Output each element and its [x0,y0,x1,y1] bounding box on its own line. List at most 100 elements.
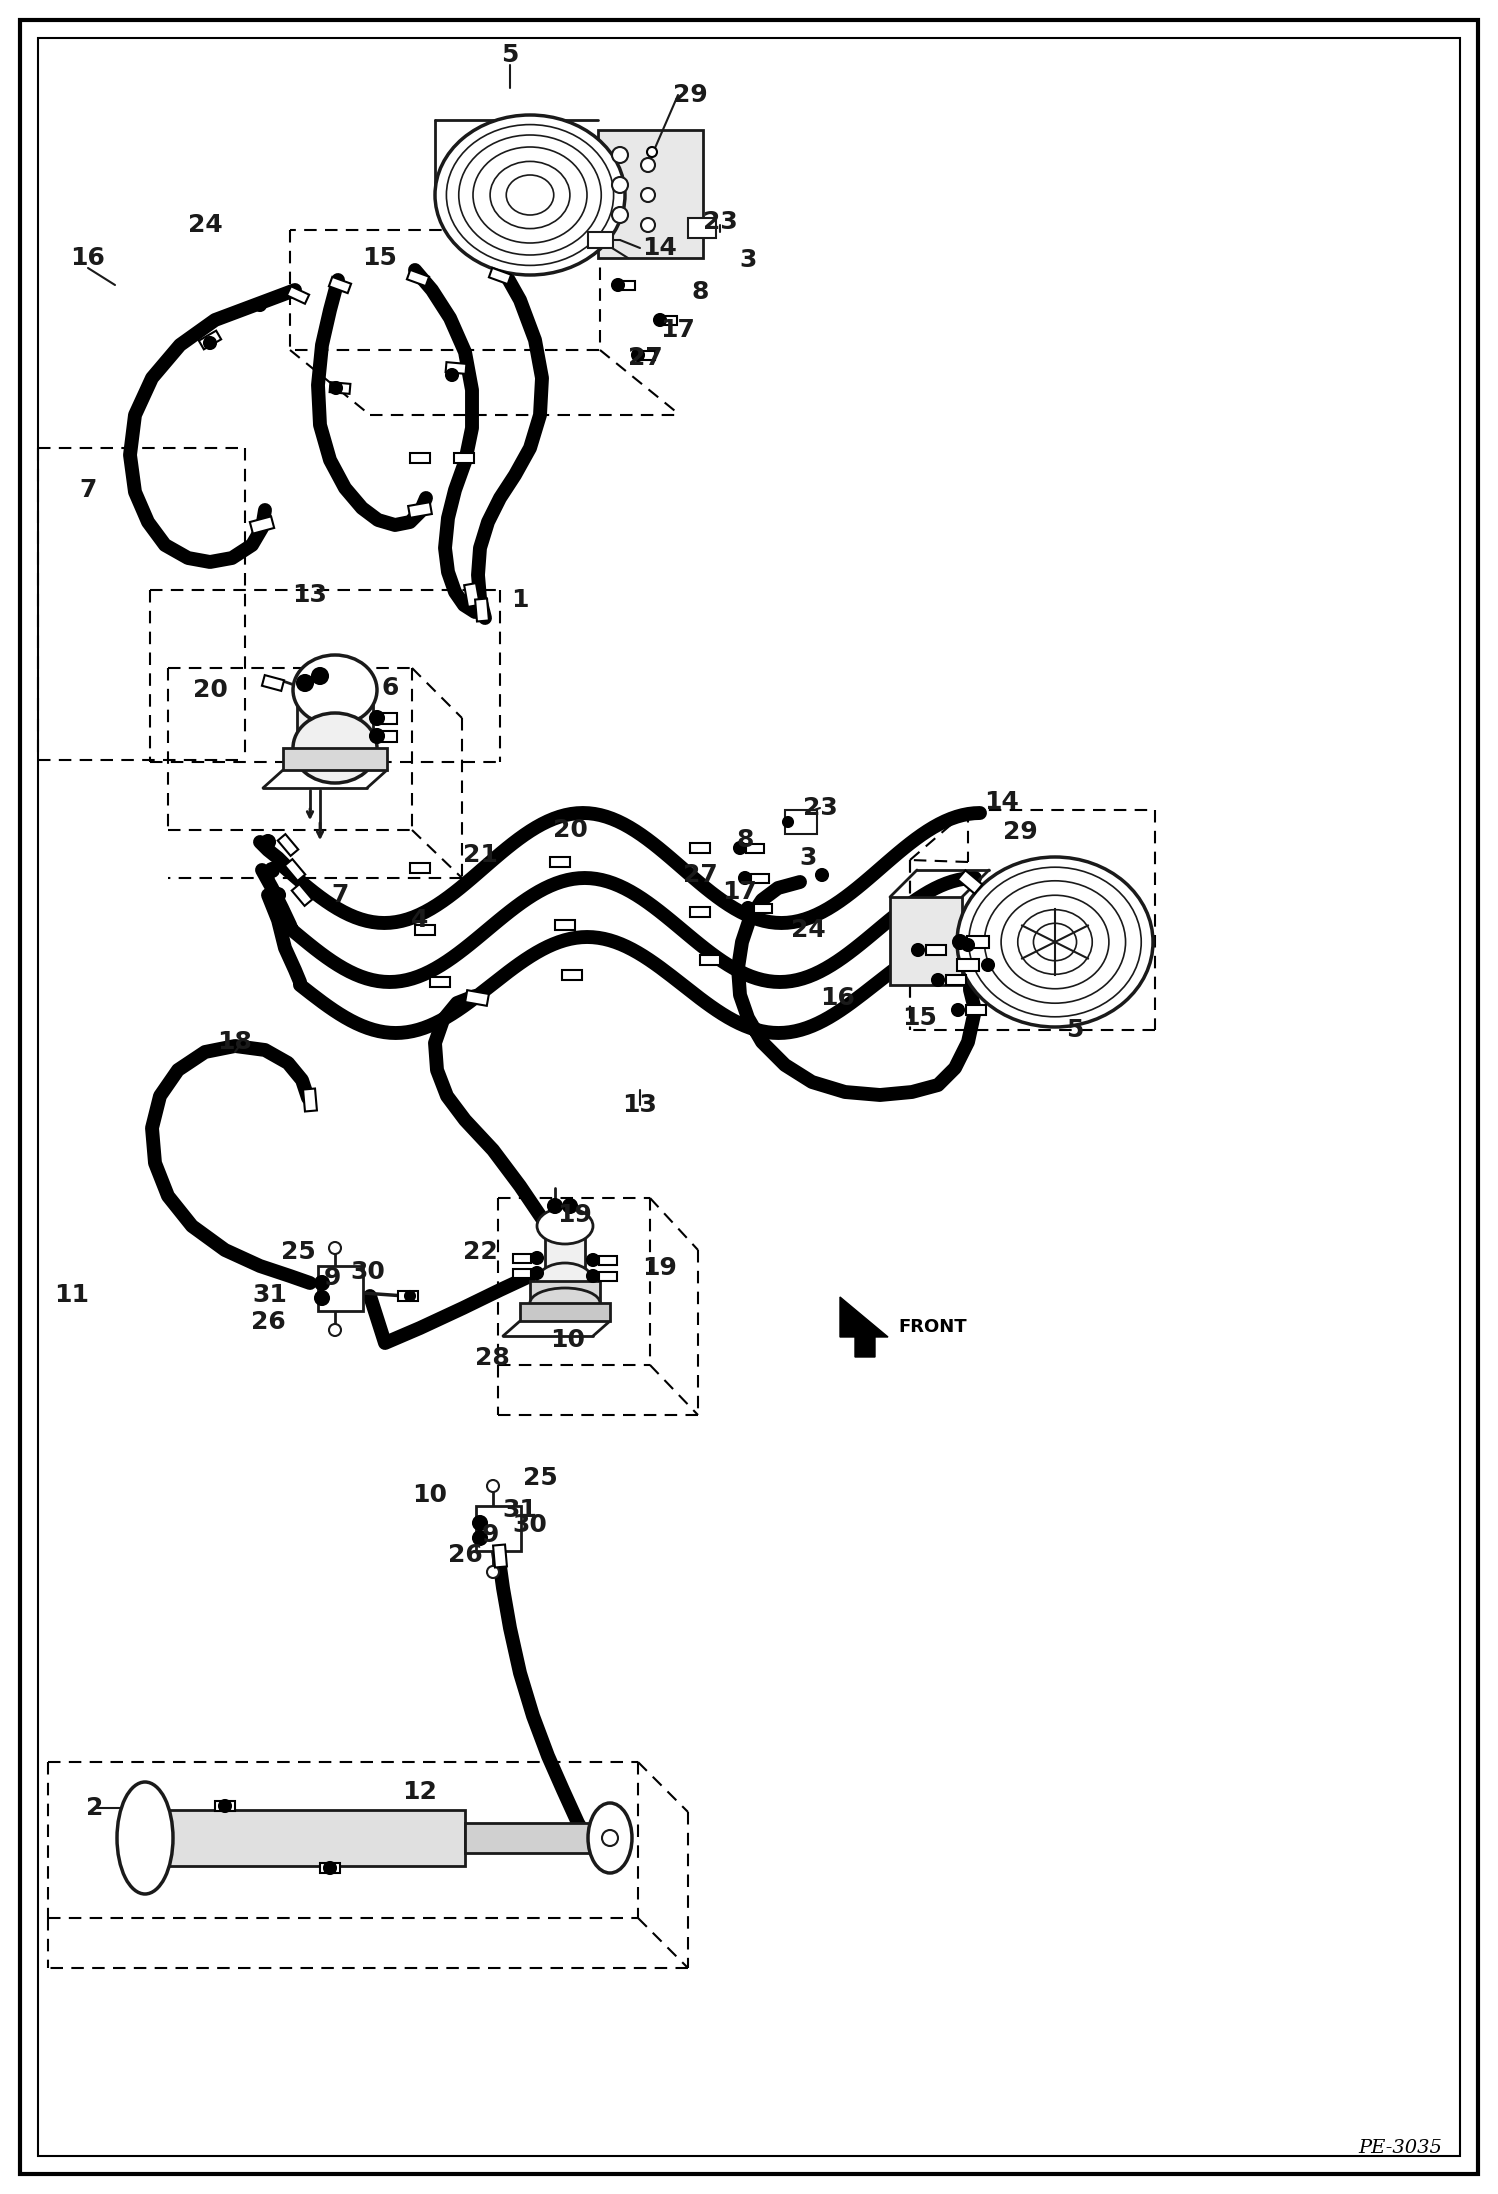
Circle shape [739,871,750,884]
Text: 7: 7 [79,478,97,502]
Bar [292,884,312,906]
Circle shape [370,711,383,724]
Circle shape [734,842,746,853]
Bar [957,959,980,972]
Text: 5: 5 [502,44,518,68]
Text: 7: 7 [331,882,349,906]
Circle shape [953,1005,965,1016]
Ellipse shape [589,1803,632,1874]
Bar [926,946,947,954]
Text: 13: 13 [623,1093,658,1117]
Circle shape [602,1830,619,1845]
Bar [464,989,488,1005]
Bar [464,584,479,608]
Bar [598,129,703,259]
Circle shape [404,1290,415,1301]
Bar [377,713,397,724]
Circle shape [530,1266,542,1279]
Circle shape [548,1198,562,1213]
Circle shape [324,1863,336,1874]
Bar [785,810,816,834]
Bar [454,452,473,463]
Circle shape [530,1253,542,1264]
Bar [330,276,351,294]
Bar [410,862,430,873]
Text: 2: 2 [87,1797,103,1821]
Bar [262,676,285,691]
Bar [277,834,298,856]
Ellipse shape [117,1782,172,1893]
Text: 16: 16 [70,246,105,270]
Circle shape [587,1270,599,1281]
Circle shape [330,1242,342,1255]
Circle shape [953,935,968,950]
Bar [377,731,397,742]
Text: 6: 6 [382,676,398,700]
Text: 29: 29 [1002,821,1038,845]
Text: 31: 31 [253,1283,288,1308]
Circle shape [641,189,655,202]
Text: 21: 21 [463,842,497,867]
Text: 28: 28 [475,1345,509,1369]
Text: 15: 15 [363,246,397,270]
Ellipse shape [294,713,377,783]
Circle shape [312,667,328,685]
Circle shape [330,1323,342,1336]
Text: 10: 10 [412,1483,448,1507]
Bar [947,974,966,985]
Bar [464,1823,601,1854]
Bar [216,1801,235,1810]
Bar [890,897,962,985]
Bar [688,217,716,237]
Circle shape [912,943,924,957]
Bar [488,268,511,283]
Text: FRONT: FRONT [897,1319,966,1336]
Text: 13: 13 [292,584,328,608]
Text: 25: 25 [523,1466,557,1490]
Bar [659,316,677,325]
Text: 14: 14 [643,237,677,261]
Text: 24: 24 [791,917,825,941]
Bar [520,1303,610,1321]
Circle shape [473,1516,487,1529]
Text: 14: 14 [984,790,1020,814]
Polygon shape [840,1297,888,1358]
Ellipse shape [434,114,625,274]
Circle shape [983,959,995,972]
Bar [599,1273,617,1281]
Ellipse shape [536,1209,593,1244]
Bar [617,281,635,290]
Bar [512,1268,530,1277]
Text: 27: 27 [628,347,662,371]
Bar [750,873,768,882]
Bar [407,270,428,285]
Bar [286,285,309,303]
Circle shape [204,338,216,349]
Circle shape [962,939,974,950]
Text: 26: 26 [250,1310,286,1334]
Text: 30: 30 [512,1514,547,1538]
Text: 24: 24 [187,213,222,237]
Bar [562,970,583,981]
Bar [145,1810,464,1867]
Circle shape [783,816,792,827]
Text: 20: 20 [553,818,587,842]
Circle shape [613,279,625,292]
Bar [599,1255,617,1264]
Text: 22: 22 [463,1240,497,1264]
Text: 9: 9 [481,1523,499,1547]
Text: 3: 3 [740,248,756,272]
Bar [285,860,306,880]
Bar [493,1545,506,1567]
Text: 19: 19 [557,1202,592,1226]
Text: 15: 15 [903,1007,938,1029]
Text: 4: 4 [412,908,428,932]
Circle shape [265,862,279,878]
Circle shape [255,298,267,312]
Bar [550,858,571,867]
Ellipse shape [294,656,377,724]
Circle shape [487,1481,499,1492]
Text: 23: 23 [803,796,837,821]
Bar [330,382,351,395]
Circle shape [315,1277,330,1290]
